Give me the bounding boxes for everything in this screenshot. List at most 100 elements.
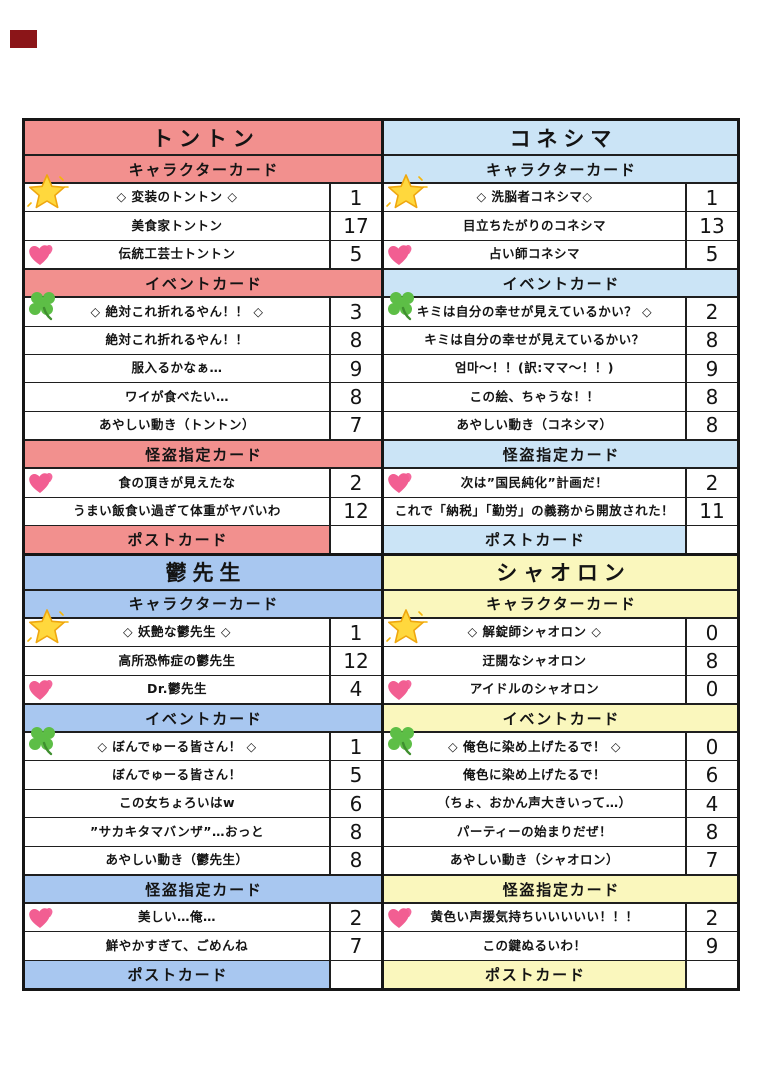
- card-name: この女ちょろいはw: [25, 797, 329, 810]
- card-name: 食の頂きが見えたな: [25, 476, 329, 490]
- count-cell: 5: [329, 240, 381, 269]
- card-name: 服入るかなぁ…: [25, 362, 329, 375]
- card-name: 美しい…俺…: [25, 911, 329, 924]
- count-cell: 5: [329, 761, 381, 789]
- count-cell: 0: [685, 675, 737, 704]
- count-value: 3: [349, 299, 363, 324]
- count-cell: 12: [329, 647, 381, 675]
- card-name-text: ◇ ぼんでゅーる皆さん！ ◇: [97, 738, 257, 754]
- section-header-label: 怪盗指定カード: [145, 880, 263, 899]
- count-cell: 1: [329, 184, 381, 212]
- character-title-label: トントン: [152, 126, 260, 151]
- character-title: 鬱先生: [25, 555, 381, 589]
- count-value: 5: [349, 242, 363, 267]
- card-name-text: 美しい…俺…: [137, 909, 216, 925]
- card-row: Dr.鬱先生 4: [25, 674, 381, 704]
- card-row: この絵、ちゃうな！！ 8: [384, 382, 737, 411]
- card-name-text: キミは自分の幸せが見えているかい？ ◇: [416, 303, 653, 319]
- count-value: 11: [699, 499, 725, 524]
- red-marker: [10, 30, 37, 48]
- card-name-text: あやしい動き（コネシマ）: [456, 417, 613, 433]
- count-cell: 8: [329, 383, 381, 411]
- count-cell: 8: [685, 647, 737, 675]
- card-row: 美しい…俺… 2: [25, 902, 381, 932]
- card-row: ワイが食べたい… 8: [25, 382, 381, 411]
- card-name: あやしい動き（コネシマ）: [384, 417, 685, 433]
- count-cell: 2: [329, 469, 381, 497]
- count-value: 12: [343, 499, 369, 524]
- card-name: 美食家トントン: [25, 219, 329, 233]
- card-name-text: 絶対これ折れるやん！！: [105, 332, 249, 347]
- postcard-header: ポストカード: [384, 525, 685, 553]
- card-name: この絵、ちゃうな！！: [384, 390, 685, 404]
- section-header: キャラクターカード: [25, 154, 381, 182]
- card-name-text: 服入るかなぁ…: [131, 360, 223, 376]
- count-value: 8: [705, 328, 719, 353]
- count-cell: 8: [329, 818, 381, 846]
- card-name-text: Dr.鬱先生: [146, 681, 207, 697]
- card-name-text: ◇ 洗脳者コネシマ◇: [476, 189, 593, 205]
- section-header: 怪盗指定カード: [384, 874, 737, 903]
- quadrant-shaoron: シャオロン キャラクターカード ◇ 解錠師シャオロン ◇ 0 迂闊なシャオロン 8 アイドル…: [381, 552, 737, 988]
- card-name: （ちょ、おかん声大きいって…）: [384, 797, 685, 810]
- section-header: 怪盗指定カード: [384, 439, 737, 468]
- card-name: ◇ 変装のトントン ◇: [25, 191, 329, 204]
- card-name: パーティーの始まりだぜ！: [384, 825, 685, 839]
- card-row: 絶対これ折れるやん！！ 8: [25, 325, 381, 354]
- card-name-text: キミは自分の幸せが見えているかい？: [424, 332, 645, 347]
- card-row: あやしい動き（シャオロン） 7: [384, 845, 737, 875]
- card-row: あやしい動き（鬱先生） 8: [25, 845, 381, 875]
- card-name-text: アイドルのシャオロン: [469, 681, 600, 697]
- count-value: 2: [705, 905, 719, 930]
- count-value: 8: [705, 385, 719, 410]
- count-value: 5: [349, 763, 363, 788]
- count-cell: 2: [685, 469, 737, 497]
- card-name-text: ◇ 解錠師シャオロン ◇: [467, 624, 602, 640]
- count-cell: 9: [685, 354, 737, 383]
- character-title: トントン: [25, 121, 381, 154]
- count-cell: 1: [685, 184, 737, 212]
- card-name: 鮮やかすぎて、ごめんね: [25, 937, 329, 953]
- count-cell: 7: [329, 411, 381, 440]
- count-value: 13: [699, 214, 725, 239]
- count-cell: 2: [685, 904, 737, 932]
- section-header: イベントカード: [25, 268, 381, 297]
- card-name: 高所恐怖症の鬱先生: [25, 654, 329, 668]
- section-header-label: イベントカード: [145, 709, 263, 728]
- section-header: キャラクターカード: [384, 588, 737, 617]
- card-name-text: 目立ちたがりのコネシマ: [462, 217, 606, 233]
- postcard-label: ポストカード: [484, 530, 586, 549]
- card-row: ぼんでゅーる皆さん！ 5: [25, 760, 381, 789]
- count-value: 8: [705, 413, 719, 438]
- count-value: 1: [705, 185, 719, 210]
- card-name-text: ◇ 変装のトントン ◇: [116, 189, 238, 205]
- character-title-label: シャオロン: [496, 561, 631, 586]
- section-header-label: 怪盗指定カード: [145, 445, 263, 464]
- count-cell: 2: [685, 298, 737, 326]
- card-row: 食の頂きが見えたな 2: [25, 467, 381, 497]
- count-cell-empty: [329, 960, 381, 988]
- count-value: 8: [349, 328, 363, 353]
- section-header-label: 怪盗指定カード: [502, 445, 621, 464]
- card-name-text: 鮮やかすぎて、ごめんね: [105, 937, 249, 953]
- count-cell: 17: [329, 212, 381, 240]
- section-header-label: キャラクターカード: [128, 595, 280, 614]
- postcard-label: ポストカード: [484, 965, 586, 984]
- card-name-text: 俺色に染め上げたるで！: [462, 766, 606, 782]
- count-value: 2: [705, 299, 719, 324]
- section-header: 怪盗指定カード: [25, 439, 381, 468]
- card-name: 迂闊なシャオロン: [384, 654, 685, 668]
- card-name: 黄色い声援気持ちいいいいい！！！: [384, 911, 685, 924]
- count-value: 2: [705, 470, 719, 495]
- card-name: ◇ 洗脳者コネシマ◇: [384, 191, 685, 204]
- card-row: ◇ 解錠師シャオロン ◇ 0: [384, 609, 737, 647]
- quadrant-koneshima: コネシマ キャラクターカード ◇ 洗脳者コネシマ◇ 1 目立ちたがりのコネシマ 13 占い師…: [381, 121, 737, 553]
- postcard-header: ポストカード: [25, 525, 329, 553]
- card-name-text: 黄色い声援気持ちいいいいい！！！: [430, 909, 639, 925]
- card-row: これで「納税」「勤労」の義務から開放された！ 11: [384, 496, 737, 525]
- count-value: 6: [349, 791, 363, 816]
- section-header-label: 怪盗指定カード: [502, 880, 621, 899]
- section-header: イベントカード: [25, 703, 381, 732]
- section-header: キャラクターカード: [384, 154, 737, 182]
- count-cell: 0: [685, 733, 737, 761]
